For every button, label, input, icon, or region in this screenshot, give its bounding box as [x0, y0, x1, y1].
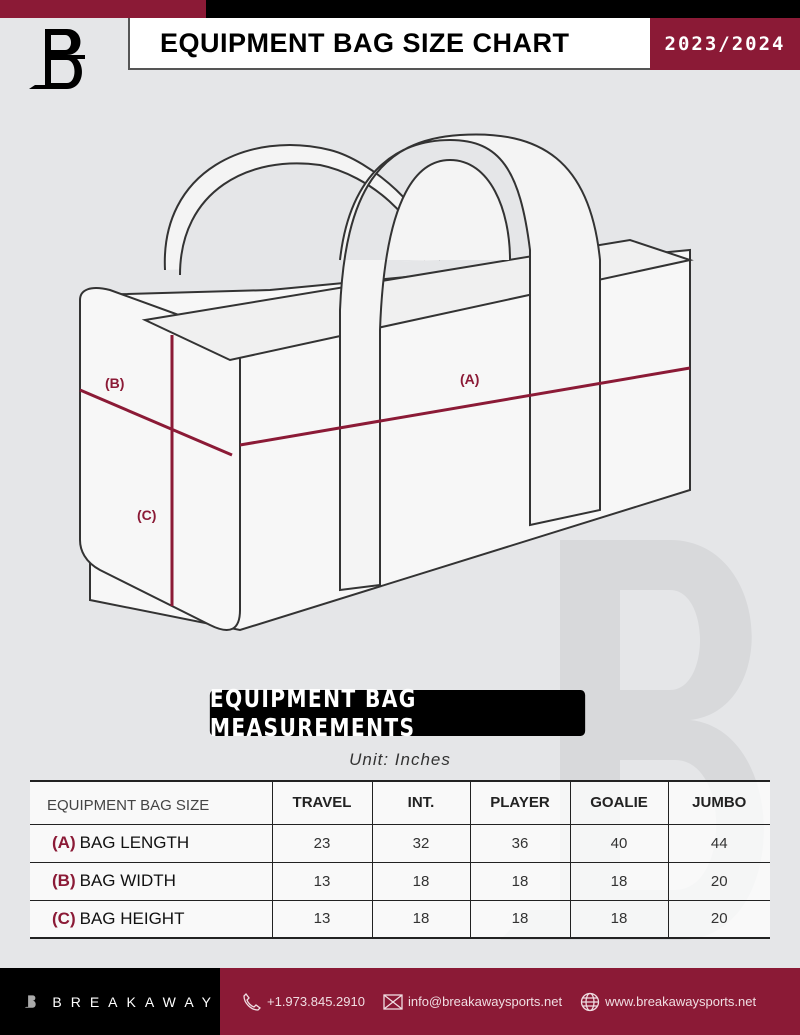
- measurements-title: EQUIPMENT BAG MEASUREMENTS: [209, 684, 586, 742]
- length-line: [239, 366, 691, 447]
- footer-brand: BREAKAWAY: [0, 968, 220, 1035]
- table-cell: 18: [371, 900, 470, 939]
- unit-label: Unit: Inches: [349, 750, 451, 769]
- column-header: TRAVEL: [271, 781, 372, 825]
- header-label: EQUIPMENT BAG SIZE: [30, 781, 272, 825]
- phone-number[interactable]: +1.973.845.2910: [267, 994, 365, 1009]
- column-header: PLAYER: [469, 781, 570, 825]
- table-cell: 40: [569, 824, 668, 863]
- table-cell: 13: [271, 862, 372, 901]
- globe-icon: [580, 992, 600, 1011]
- width-line: [79, 388, 233, 457]
- page-title: EQUIPMENT BAG SIZE CHART: [160, 27, 570, 58]
- bag-diagram: (B) (C) (A): [70, 130, 710, 645]
- label-b: (B): [105, 375, 125, 391]
- row-name: BAG HEIGHT: [79, 908, 185, 928]
- table-cell: 23: [271, 824, 372, 863]
- row-label: (C) BAG HEIGHT: [30, 900, 272, 939]
- table-cell: 18: [469, 862, 570, 901]
- table-cell: 36: [469, 824, 570, 863]
- page-title-box: EQUIPMENT BAG SIZE CHART: [128, 18, 650, 70]
- table-cell: 13: [271, 900, 372, 939]
- table-cell: 18: [371, 862, 470, 901]
- brand-name: BREAKAWAY: [52, 993, 220, 1010]
- email-link[interactable]: info@breakawaysports.net: [407, 994, 563, 1009]
- table-row: (A) BAG LENGTH 23 32 36 40 44: [30, 824, 770, 863]
- row-name: BAG WIDTH: [79, 871, 176, 890]
- column-header: INT.: [371, 781, 470, 825]
- table-cell: 18: [469, 900, 570, 939]
- table-row: (C) BAG HEIGHT 13 18 18 18 20: [30, 900, 770, 939]
- season-badge: 2023/2024: [650, 18, 800, 70]
- email-icon: [383, 993, 403, 1010]
- row-code: (C): [52, 908, 76, 928]
- label-c: (C): [137, 507, 157, 523]
- column-header: JUMBO: [667, 781, 770, 825]
- table-header-row: EQUIPMENT BAG SIZE TRAVEL INT. PLAYER GO…: [30, 781, 770, 825]
- row-name: BAG LENGTH: [79, 833, 190, 852]
- table-cell: 44: [667, 824, 770, 863]
- row-code: (B): [52, 871, 76, 890]
- row-code: (A): [52, 833, 76, 852]
- row-label: (B) BAG WIDTH: [30, 862, 272, 901]
- size-table: EQUIPMENT BAG SIZE TRAVEL INT. PLAYER GO…: [30, 780, 770, 939]
- top-black-bar: [206, 0, 800, 18]
- website-link[interactable]: www.breakawaysports.net: [605, 994, 757, 1009]
- label-a: (A): [460, 371, 480, 387]
- table-cell: 20: [667, 862, 770, 901]
- column-header: GOALIE: [569, 781, 668, 825]
- table-cell: 20: [667, 900, 770, 939]
- phone-icon: [243, 992, 261, 1011]
- footer-contact: +1.973.845.2910 info@breakawaysports.net…: [220, 968, 800, 1035]
- footer-logo-icon: [24, 994, 36, 1008]
- breakaway-logo: [25, 25, 95, 102]
- table-cell: 18: [569, 900, 668, 939]
- top-accent-bar: [0, 0, 206, 18]
- table-cell: 18: [569, 862, 668, 901]
- row-label: (A) BAG LENGTH: [30, 824, 272, 863]
- table-cell: 32: [371, 824, 470, 863]
- table-row: (B) BAG WIDTH 13 18 18 18 20: [30, 862, 770, 901]
